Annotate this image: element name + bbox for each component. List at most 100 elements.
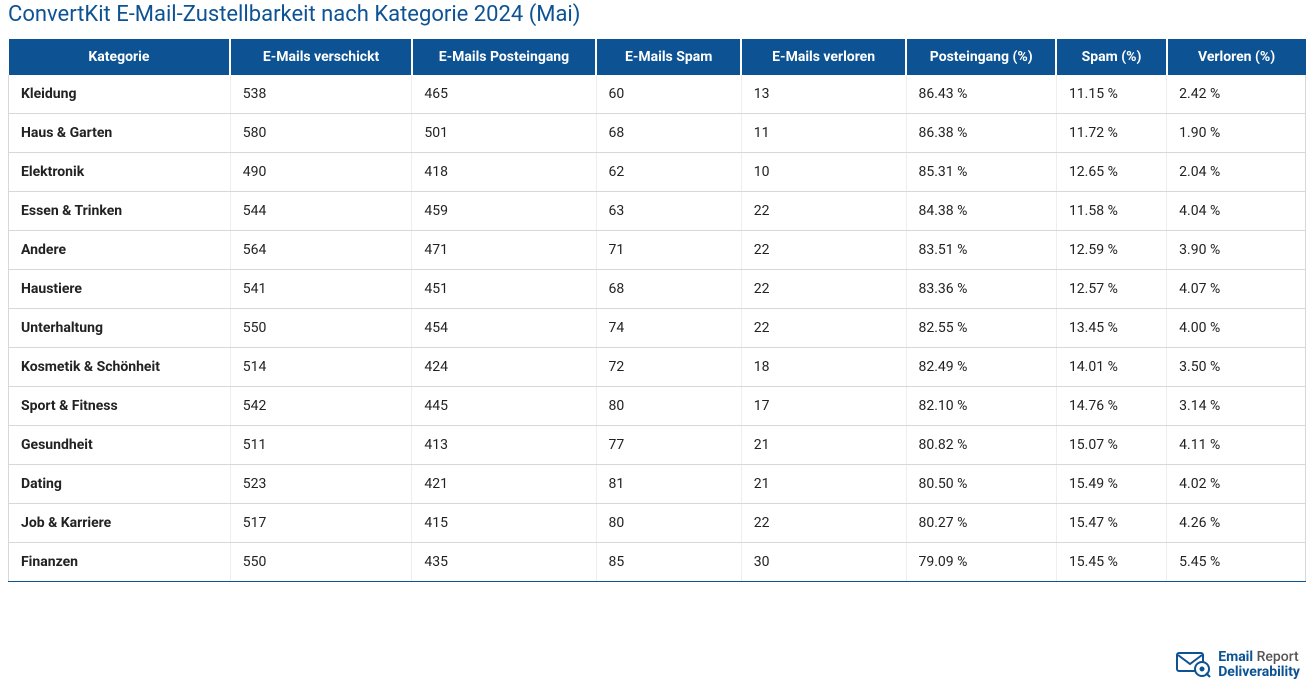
table-row: Haus & Garten580501681186.38 %11.72 %1.9… [9,114,1306,153]
table-cell: 3.90 % [1167,231,1306,270]
table-cell: 511 [230,426,412,465]
table-cell: Gesundheit [9,426,231,465]
table-row: Finanzen550435853079.09 %15.45 %5.45 % [9,543,1306,582]
table-cell: 4.00 % [1167,309,1306,348]
table-cell: 413 [412,426,596,465]
table-cell: 60 [596,75,741,114]
table-cell: Essen & Trinken [9,192,231,231]
table-cell: 5.45 % [1167,543,1306,582]
table-cell: 30 [741,543,906,582]
table-cell: 80 [596,504,741,543]
table-cell: 82.49 % [906,348,1056,387]
table-header-row: Kategorie E-Mails verschickt E-Mails Pos… [9,39,1306,75]
table-cell: 4.11 % [1167,426,1306,465]
col-header: E-Mails verschickt [230,39,412,75]
table-row: Unterhaltung550454742282.55 %13.45 %4.00… [9,309,1306,348]
table-cell: 4.02 % [1167,465,1306,504]
table-cell: 501 [412,114,596,153]
table-cell: 459 [412,192,596,231]
table-cell: 13 [741,75,906,114]
table-cell: 435 [412,543,596,582]
table-row: Dating523421812180.50 %15.49 %4.02 % [9,465,1306,504]
table-cell: 523 [230,465,412,504]
table-cell: 12.59 % [1056,231,1166,270]
table-cell: Haustiere [9,270,231,309]
table-cell: 79.09 % [906,543,1056,582]
brand-text: Email Report Deliverability [1218,650,1300,679]
table-cell: 424 [412,348,596,387]
table-cell: 415 [412,504,596,543]
table-cell: Haus & Garten [9,114,231,153]
table-cell: 84.38 % [906,192,1056,231]
table-cell: 11 [741,114,906,153]
col-header: Posteingang (%) [906,39,1056,75]
table-cell: 445 [412,387,596,426]
table-cell: Job & Karriere [9,504,231,543]
table-cell: 83.51 % [906,231,1056,270]
table-row: Andere564471712283.51 %12.59 %3.90 % [9,231,1306,270]
table-cell: 4.04 % [1167,192,1306,231]
table-cell: Elektronik [9,153,231,192]
table-cell: 15.47 % [1056,504,1166,543]
table-cell: 71 [596,231,741,270]
table-cell: 68 [596,114,741,153]
table-cell: Unterhaltung [9,309,231,348]
table-cell: 14.76 % [1056,387,1166,426]
table-cell: 83.36 % [906,270,1056,309]
table-cell: 564 [230,231,412,270]
table-cell: 490 [230,153,412,192]
table-cell: 15.07 % [1056,426,1166,465]
table-cell: 550 [230,543,412,582]
table-cell: 77 [596,426,741,465]
table-cell: Kleidung [9,75,231,114]
table-cell: Andere [9,231,231,270]
table-cell: 22 [741,270,906,309]
table-row: Sport & Fitness542445801782.10 %14.76 %3… [9,387,1306,426]
brand-word2: Report [1257,649,1299,665]
col-header: Spam (%) [1056,39,1166,75]
table-cell: 72 [596,348,741,387]
table-cell: 418 [412,153,596,192]
col-header: E-Mails Spam [596,39,741,75]
table-cell: 22 [741,231,906,270]
table-cell: 3.50 % [1167,348,1306,387]
col-header: E-Mails Posteingang [412,39,596,75]
brand-word3: Deliverability [1218,664,1300,680]
table-cell: 542 [230,387,412,426]
table-cell: 82.55 % [906,309,1056,348]
table-cell: 14.01 % [1056,348,1166,387]
table-cell: 550 [230,309,412,348]
table-cell: 18 [741,348,906,387]
envelope-icon [1176,647,1212,683]
table-cell: 81 [596,465,741,504]
table-cell: 86.38 % [906,114,1056,153]
table-cell: 11.15 % [1056,75,1166,114]
table-cell: 63 [596,192,741,231]
table-row: Elektronik490418621085.31 %12.65 %2.04 % [9,153,1306,192]
table-container: Kategorie E-Mails verschickt E-Mails Pos… [0,39,1314,582]
table-row: Kosmetik & Schönheit514424721882.49 %14.… [9,348,1306,387]
table-cell: 15.45 % [1056,543,1166,582]
brand-word1: Email [1218,649,1253,665]
table-cell: 465 [412,75,596,114]
table-cell: 62 [596,153,741,192]
table-cell: 421 [412,465,596,504]
table-cell: 4.26 % [1167,504,1306,543]
table-cell: 21 [741,465,906,504]
table-cell: 80.27 % [906,504,1056,543]
brand-logo: Email Report Deliverability [1176,647,1300,683]
col-header: Kategorie [9,39,231,75]
table-cell: 68 [596,270,741,309]
table-cell: 85 [596,543,741,582]
table-cell: Kosmetik & Schönheit [9,348,231,387]
page-title: ConvertKit E-Mail-Zustellbarkeit nach Ka… [0,0,1314,39]
table-cell: 514 [230,348,412,387]
table-row: Job & Karriere517415802280.27 %15.47 %4.… [9,504,1306,543]
deliverability-table: Kategorie E-Mails verschickt E-Mails Pos… [8,39,1306,582]
table-cell: 86.43 % [906,75,1056,114]
table-cell: 538 [230,75,412,114]
table-cell: 471 [412,231,596,270]
table-cell: 10 [741,153,906,192]
table-cell: 80.50 % [906,465,1056,504]
table-cell: 1.90 % [1167,114,1306,153]
